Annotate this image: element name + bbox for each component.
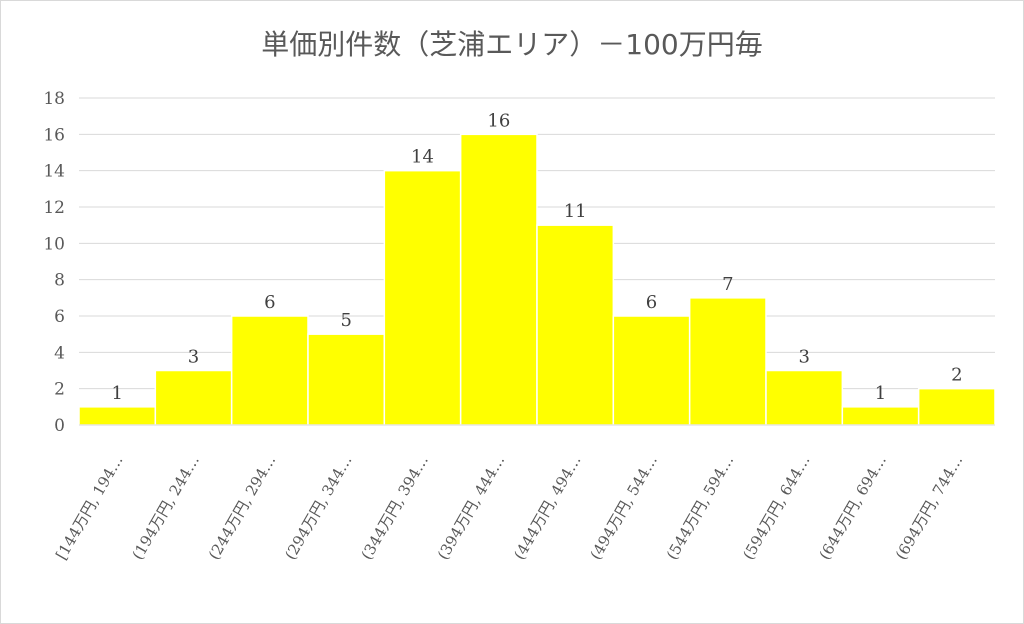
- bar: [612, 315, 691, 426]
- bar: [154, 369, 233, 426]
- data-label: 1: [875, 383, 886, 404]
- y-tick-label: 4: [54, 343, 65, 363]
- data-label: 3: [798, 347, 809, 368]
- bar: [459, 133, 538, 426]
- bar: [307, 333, 386, 426]
- bar: [688, 297, 767, 426]
- x-tick-label: (294万円, 344…: [281, 452, 355, 563]
- data-label: 5: [340, 310, 351, 331]
- data-label: 11: [564, 201, 587, 222]
- data-label: 6: [264, 292, 275, 313]
- data-label: 14: [411, 147, 434, 168]
- bar: [536, 224, 615, 426]
- data-label: 16: [487, 110, 510, 131]
- y-tick-label: 14: [43, 162, 65, 182]
- y-tick-label: 16: [43, 125, 65, 145]
- x-tick-label: (644万円, 694…: [816, 452, 890, 563]
- bar: [765, 369, 844, 426]
- y-tick-label: 10: [43, 234, 65, 254]
- y-tick-label: 12: [43, 198, 65, 218]
- y-tick-label: 18: [43, 89, 65, 109]
- bar: [78, 406, 157, 426]
- data-label: 7: [722, 274, 733, 295]
- y-tick-label: 8: [54, 271, 65, 291]
- bar: [230, 315, 309, 426]
- x-tick-label: (444万円, 494…: [510, 452, 584, 563]
- data-label: 6: [646, 292, 657, 313]
- x-tick-label: (344万円, 394…: [358, 452, 432, 563]
- data-label: 3: [188, 347, 199, 368]
- data-label: 2: [951, 365, 962, 386]
- x-tick-label: (194万円, 244…: [129, 452, 203, 563]
- x-tick-label: (544万円, 594…: [663, 452, 737, 563]
- data-label: 1: [111, 383, 122, 404]
- y-tick-label: 0: [54, 416, 65, 436]
- x-tick-label: (244万円, 294…: [205, 452, 279, 563]
- bar: [841, 406, 920, 426]
- y-tick-label: 6: [54, 307, 65, 327]
- x-tick-label: [144万円, 194…: [52, 452, 126, 563]
- x-tick-label: (494万円, 544…: [587, 452, 661, 563]
- x-tick-label: (594万円, 644…: [739, 452, 813, 563]
- x-tick-label: (394万円, 444…: [434, 452, 508, 563]
- bar: [917, 387, 996, 426]
- chart-title: 単価別件数（芝浦エリア）－100万円毎: [261, 28, 763, 61]
- bar: [383, 169, 462, 426]
- y-tick-label: 2: [54, 380, 65, 400]
- x-tick-label: (694万円, 744…: [892, 452, 966, 563]
